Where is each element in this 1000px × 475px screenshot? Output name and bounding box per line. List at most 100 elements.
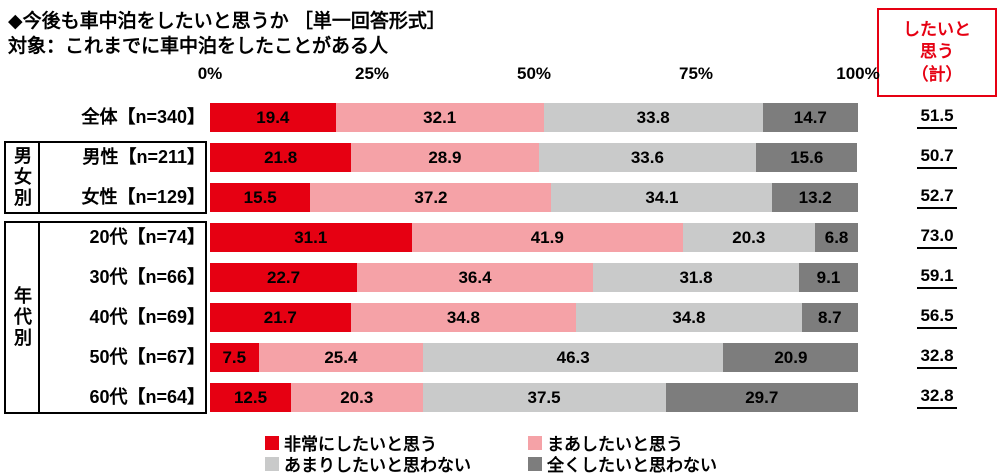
bar-segment-2: 37.2 [310,183,552,212]
bar-segment-4: 14.7 [762,103,858,132]
bar-segment-4: 29.7 [665,383,858,412]
bar-segment-4: 15.6 [756,143,858,172]
bar-segment-3: 46.3 [423,343,724,372]
summary-total-value: 73.0 [917,226,957,249]
summary-total: 51.5 [877,103,997,132]
legend-swatch [528,435,542,450]
segment-value: 15.5 [243,187,277,207]
stacked-bar: 12.5 20.3 37.5 29.7 [210,383,858,412]
segment-value: 31.1 [294,227,328,247]
axis-tick: 75% [678,64,714,83]
bar-segment-2: 20.3 [291,383,423,412]
segment-value: 8.7 [817,307,842,327]
segment-value: 12.5 [233,387,268,407]
summary-total-value: 51.5 [917,106,957,129]
segment-value: 37.2 [414,187,448,207]
row-label: 20代【n=74】 [89,227,205,247]
row-label: 60代【n=64】 [89,387,205,407]
row-label: 全体【n=340】 [81,107,205,127]
bar-segment-2: 41.9 [411,223,684,252]
bar-segment-4: 6.8 [814,223,858,252]
axis-tick: 100% [836,64,880,83]
bar-segment-3: 37.5 [422,383,666,412]
summary-total-value: 56.5 [917,306,957,329]
summary-total: 32.8 [877,383,997,412]
segment-value: 33.6 [630,147,664,167]
segment-value: 9.1 [816,267,841,287]
bar-segment-4: 20.9 [723,343,858,372]
summary-total-value: 50.7 [917,146,957,169]
segment-value: 6.8 [824,227,849,247]
segment-value: 7.5 [222,347,247,367]
summary-total-value: 52.7 [917,186,957,209]
bar-segment-2: 32.1 [335,103,544,132]
bar-segment-3: 34.1 [551,183,773,212]
bar-segment-4: 13.2 [772,183,858,212]
row-label: 40代【n=69】 [89,307,205,327]
stacked-bar: 21.8 28.9 33.6 15.6 [210,143,858,172]
bar-segment-3: 31.8 [592,263,800,292]
legend-item: 非常にしたいと思う [265,430,437,455]
summary-total: 32.8 [877,343,997,372]
segment-value: 36.4 [458,267,492,287]
bar-segment-2: 28.9 [351,143,539,172]
segment-value: 13.2 [798,187,832,207]
row-label: 女性【n=129】 [81,187,205,207]
legend-label: まあしたいと思う [547,435,683,454]
legend-label: あまりしたいと思わない [284,456,471,475]
legend-item: 全くしたいと思わない [528,451,717,475]
segment-value: 46.3 [556,347,590,367]
chart-subtitle: 対象：これまでに車中泊をしたことがある人 [8,36,389,57]
segment-value: 34.8 [446,307,480,327]
legend-item: あまりしたいと思わない [265,451,471,475]
bar-segment-2: 34.8 [350,303,577,332]
segment-value: 25.4 [324,347,358,367]
legend-swatch [265,456,279,471]
axis-tick: 25% [354,64,390,83]
segment-value: 33.8 [636,107,670,127]
legend-label: 全くしたいと思わない [547,456,717,475]
stacked-bar: 21.7 34.8 34.8 8.7 [210,303,858,332]
group-box-2: 年代別 [4,221,207,414]
legend-swatch [528,456,542,471]
legend-item: まあしたいと思う [528,430,683,455]
axis-tick: 50% [516,64,552,83]
bar-segment-1: 19.4 [210,103,336,132]
bar-segment-3: 34.8 [576,303,802,332]
bar-segment-4: 9.1 [799,263,858,292]
stacked-bar: 15.5 37.2 34.1 13.2 [210,183,858,212]
summary-total-value: 59.1 [917,266,957,289]
group-label: 男女別 [6,143,40,212]
bar-segment-3: 33.6 [538,143,757,172]
bar-segment-1: 12.5 [210,383,291,412]
segment-value: 21.8 [264,147,298,167]
segment-value: 20.3 [732,227,766,247]
segment-value: 37.5 [527,387,561,407]
row-label: 30代【n=66】 [89,267,205,287]
stacked-bar: 19.4 32.1 33.8 14.7 [210,103,858,132]
group-box-1: 男女別 [4,141,207,214]
segment-value: 34.1 [645,187,679,207]
stacked-bar: 7.5 25.4 46.3 20.9 [210,343,858,372]
bar-segment-2: 25.4 [258,343,424,372]
row-label: 50代【n=67】 [89,347,205,367]
summary-header-box: したいと 思う （計） [877,8,997,97]
bar-segment-1: 22.7 [210,263,358,292]
segment-value: 19.4 [256,107,290,127]
segment-value: 14.7 [793,107,827,127]
summary-total: 56.5 [877,303,997,332]
segment-value: 15.6 [790,147,824,167]
row-label: 男性【n=211】 [82,147,205,167]
summary-total: 73.0 [877,223,997,252]
bar-segment-4: 8.7 [801,303,858,332]
bar-segment-1: 21.7 [210,303,351,332]
segment-value: 21.7 [263,307,297,327]
axis-tick: 0% [197,64,223,83]
summary-total-value: 32.8 [917,386,957,409]
group-label: 年代別 [6,223,40,412]
stacked-bar: 31.1 41.9 20.3 6.8 [210,223,858,252]
bar-segment-1: 21.8 [210,143,352,172]
segment-value: 29.7 [745,387,779,407]
segment-value: 32.1 [423,107,457,127]
legend-swatch [265,435,279,450]
